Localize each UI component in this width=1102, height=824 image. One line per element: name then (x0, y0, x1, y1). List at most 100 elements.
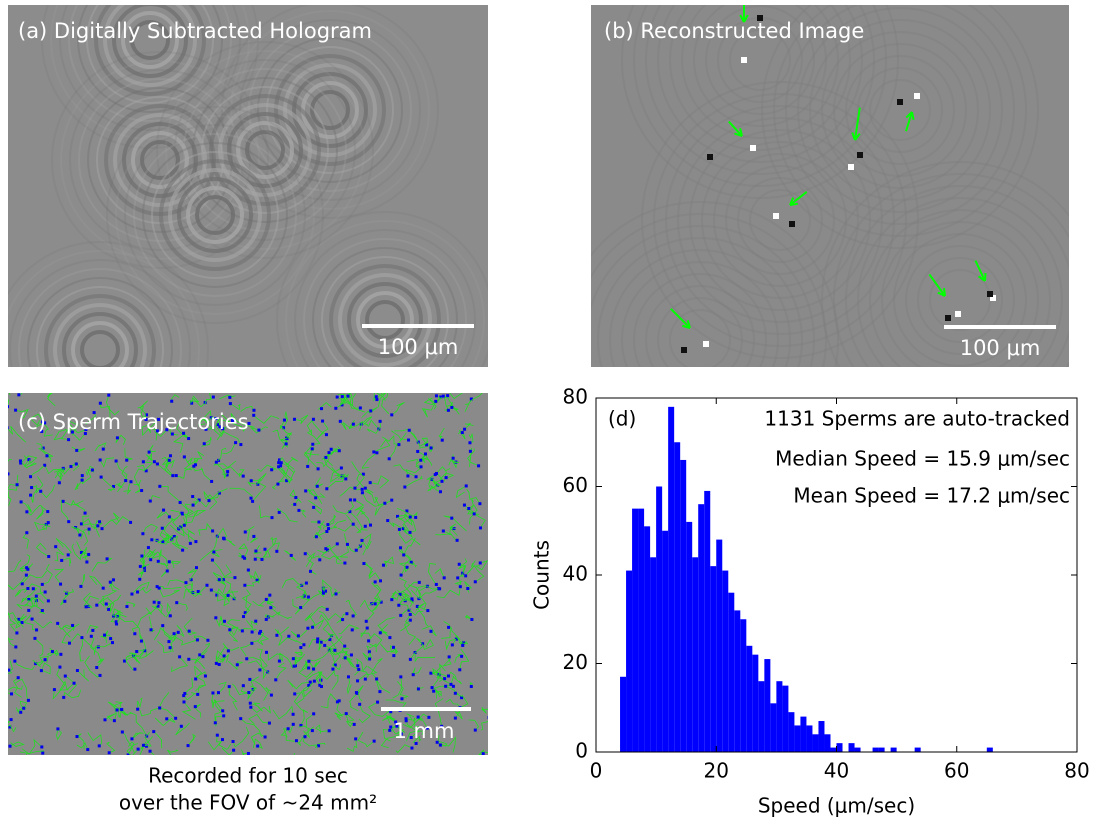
trajectory (467, 565, 485, 583)
sperm-dot (414, 515, 418, 519)
sperm-dot (434, 399, 438, 403)
trajectory (25, 753, 28, 755)
trajectory (241, 589, 252, 613)
fringe-ring (677, 117, 883, 323)
trajectory (56, 466, 72, 475)
sperm-dot (112, 719, 116, 723)
sperm-dot (167, 458, 171, 462)
sperm-dot (39, 669, 43, 673)
sperm-dot (302, 643, 306, 647)
trajectory (54, 467, 67, 483)
trajectory (391, 590, 397, 600)
sperm-dot (251, 499, 255, 503)
sperm-dot (263, 547, 267, 551)
trajectory (464, 581, 472, 593)
trajectory (131, 732, 144, 740)
bar (656, 486, 663, 752)
trajectory (239, 642, 253, 657)
sperm-dot (112, 614, 116, 618)
sperm-dot (133, 632, 137, 636)
sperm-dot (373, 580, 377, 584)
arrow (854, 107, 861, 141)
sperm-dot (221, 578, 225, 582)
trajectory (480, 721, 488, 731)
sperm-dot (430, 477, 434, 481)
sperm-dot (325, 529, 329, 533)
sperm-dot (340, 474, 344, 478)
sperm-dot (310, 447, 314, 451)
bar (914, 747, 921, 752)
sperm-dot (299, 606, 303, 610)
bar (698, 504, 705, 752)
sperm-dot (249, 705, 253, 709)
sperm-dot (43, 590, 47, 594)
trajectory (414, 652, 436, 663)
trajectory (455, 635, 469, 646)
trajectory (81, 518, 100, 537)
trajectory (342, 648, 352, 656)
sperm-dot (79, 584, 83, 588)
sperm-dot (333, 663, 337, 667)
trajectory (405, 713, 415, 721)
sperm-dot (417, 580, 421, 584)
sperm-dot (59, 652, 63, 656)
trajectory (99, 457, 114, 468)
trajectory (15, 408, 29, 419)
trajectory (80, 574, 85, 587)
trajectory (228, 686, 238, 711)
sperm-dot (8, 426, 9, 430)
fringe-ring (51, 51, 269, 269)
fringe-ring (312, 247, 458, 367)
trajectory (107, 701, 122, 711)
sperm-dot (109, 637, 113, 641)
fringe-ring (833, 43, 967, 177)
fringe-ring (621, 5, 899, 199)
sperm-dot (312, 679, 316, 683)
fringe-ring (245, 130, 285, 170)
trajectory (205, 494, 218, 510)
trajectory (317, 637, 322, 651)
sperm-dot (378, 631, 382, 635)
sperm-dot (398, 592, 402, 596)
trajectory (407, 458, 422, 468)
sperm-dot (26, 567, 30, 571)
trajectory (127, 741, 135, 755)
sperm-dot (228, 402, 232, 406)
bar (644, 526, 651, 752)
sperm-dot (374, 395, 378, 399)
trajectory (133, 468, 147, 487)
sperm-dot (249, 496, 253, 500)
fringe-ring (59, 5, 241, 131)
trajectory (283, 411, 288, 428)
sperm-dot (426, 609, 430, 613)
trajectory (365, 562, 381, 582)
sperm-dot (196, 589, 200, 593)
sperm-dot (226, 593, 230, 597)
sperm-dot (264, 650, 268, 654)
sperm-dot (104, 602, 108, 606)
sperm-dot (323, 643, 327, 647)
bar (782, 685, 789, 752)
trajectory (187, 567, 198, 581)
sperm-dot (429, 446, 433, 450)
arrow-head (789, 197, 799, 206)
sperm-dot (107, 751, 111, 755)
sperm-dot (440, 724, 444, 728)
trajectory (124, 655, 141, 664)
trajectory (69, 423, 87, 434)
trajectory (383, 556, 395, 567)
trajectory (404, 619, 417, 645)
sperm-bright (773, 213, 779, 219)
trajectory (415, 585, 440, 593)
trajectory (396, 507, 418, 518)
sperm-dot (215, 733, 219, 737)
trajectory (326, 621, 345, 647)
sperm-dot (269, 693, 273, 697)
sperm-dot (440, 479, 444, 483)
sperm-dot (90, 468, 94, 472)
trajectory (294, 647, 304, 657)
bar (830, 747, 837, 752)
sperm-dot (250, 641, 254, 645)
sperm-dot (276, 482, 280, 486)
sperm-dot (318, 558, 322, 562)
